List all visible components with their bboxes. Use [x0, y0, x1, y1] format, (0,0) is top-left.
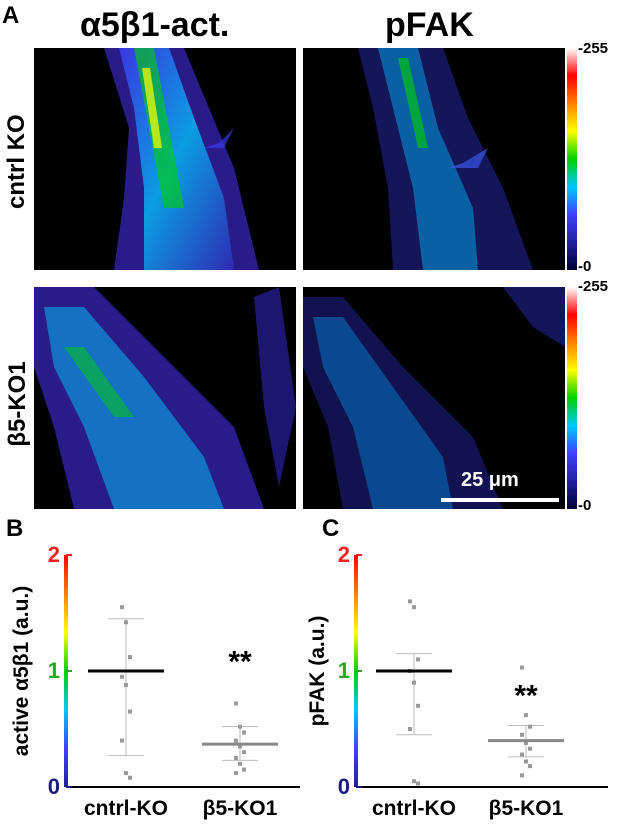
data-point — [416, 657, 420, 662]
y-axis-label: pFAK (a.u.) — [308, 616, 329, 727]
data-point — [524, 713, 528, 718]
data-point — [520, 732, 524, 737]
y-tick-label: 2 — [338, 542, 350, 567]
data-point — [238, 724, 242, 729]
panel-label-b: B — [6, 515, 24, 542]
micrograph-b5ko1-pfak: 25 μm — [303, 287, 565, 509]
data-point — [520, 752, 524, 757]
data-point — [520, 773, 524, 778]
data-point — [120, 605, 124, 610]
data-point — [412, 779, 416, 784]
colorbar-top-max: -255 — [578, 40, 609, 57]
data-point — [124, 682, 128, 687]
scale-bar-label: 25 μm — [461, 469, 519, 491]
data-point — [234, 756, 238, 760]
data-point — [124, 771, 128, 776]
data-point — [408, 599, 412, 604]
column-title-a5b1: α5β1-act. — [80, 6, 230, 44]
data-point — [128, 709, 132, 714]
data-point — [524, 759, 528, 764]
data-point — [528, 746, 532, 751]
data-point — [520, 665, 524, 670]
data-point — [416, 781, 420, 786]
y-tick-label: 1 — [338, 658, 350, 683]
panel-label-a: A — [2, 2, 20, 29]
data-point — [412, 680, 416, 685]
data-point — [242, 750, 246, 755]
data-point — [128, 775, 132, 780]
colorbar-bottom-min: -0 — [578, 497, 592, 514]
y-axis-label: active α5β1 (a.u.) — [10, 586, 33, 756]
y-tick-label: 0 — [338, 774, 350, 799]
data-point — [234, 771, 238, 776]
chart-c-pfak: 0 1 2 pFAK (a.u.) cntrl-KO β5-KO1 ** — [308, 542, 608, 820]
data-point — [128, 655, 132, 660]
micrograph-cntrl-pfak — [303, 48, 565, 270]
colorbar-bottom-max: -255 — [578, 278, 609, 295]
significance-annotation: ** — [228, 646, 252, 679]
data-point — [124, 620, 128, 625]
x-category-label: cntrl-KO — [84, 797, 168, 820]
scale-bar — [441, 498, 559, 502]
data-point — [234, 738, 238, 743]
y-tick-label: 1 — [48, 658, 60, 683]
data-point — [528, 764, 532, 769]
x-category-label: cntrl-KO — [372, 797, 456, 820]
colorbar-top-min: -0 — [578, 258, 592, 275]
column-title-pfak: pFAK — [385, 6, 474, 44]
significance-annotation: ** — [514, 680, 538, 713]
data-point — [120, 738, 124, 743]
chart-b-active-a5b1: 0 1 2 active α5β1 (a.u.) cntrl-KO β5-KO1 ** — [10, 542, 300, 820]
x-category-label: β5-KO1 — [203, 797, 278, 820]
colorbar-bottom — [567, 287, 577, 509]
micrograph-b5ko1-a5b1 — [34, 287, 296, 509]
y-tick-label: 0 — [48, 774, 60, 799]
x-category-label: β5-KO1 — [489, 797, 564, 820]
data-point — [408, 727, 412, 731]
data-point — [238, 761, 242, 766]
data-point — [242, 767, 246, 772]
data-point — [528, 724, 532, 729]
row-label-cntrl: cntrl KO — [3, 114, 30, 209]
data-point — [242, 730, 246, 735]
y-tick-label: 2 — [48, 542, 60, 567]
colorbar-top — [567, 48, 577, 270]
panel-label-c: C — [322, 515, 340, 542]
micrograph-cntrl-a5b1 — [34, 48, 296, 270]
data-point — [412, 605, 416, 610]
data-point — [416, 703, 420, 708]
row-label-b5ko1: β5-KO1 — [4, 361, 31, 447]
data-point — [120, 674, 124, 679]
data-point — [234, 701, 238, 706]
data-point — [524, 740, 528, 745]
data-point — [238, 744, 242, 749]
